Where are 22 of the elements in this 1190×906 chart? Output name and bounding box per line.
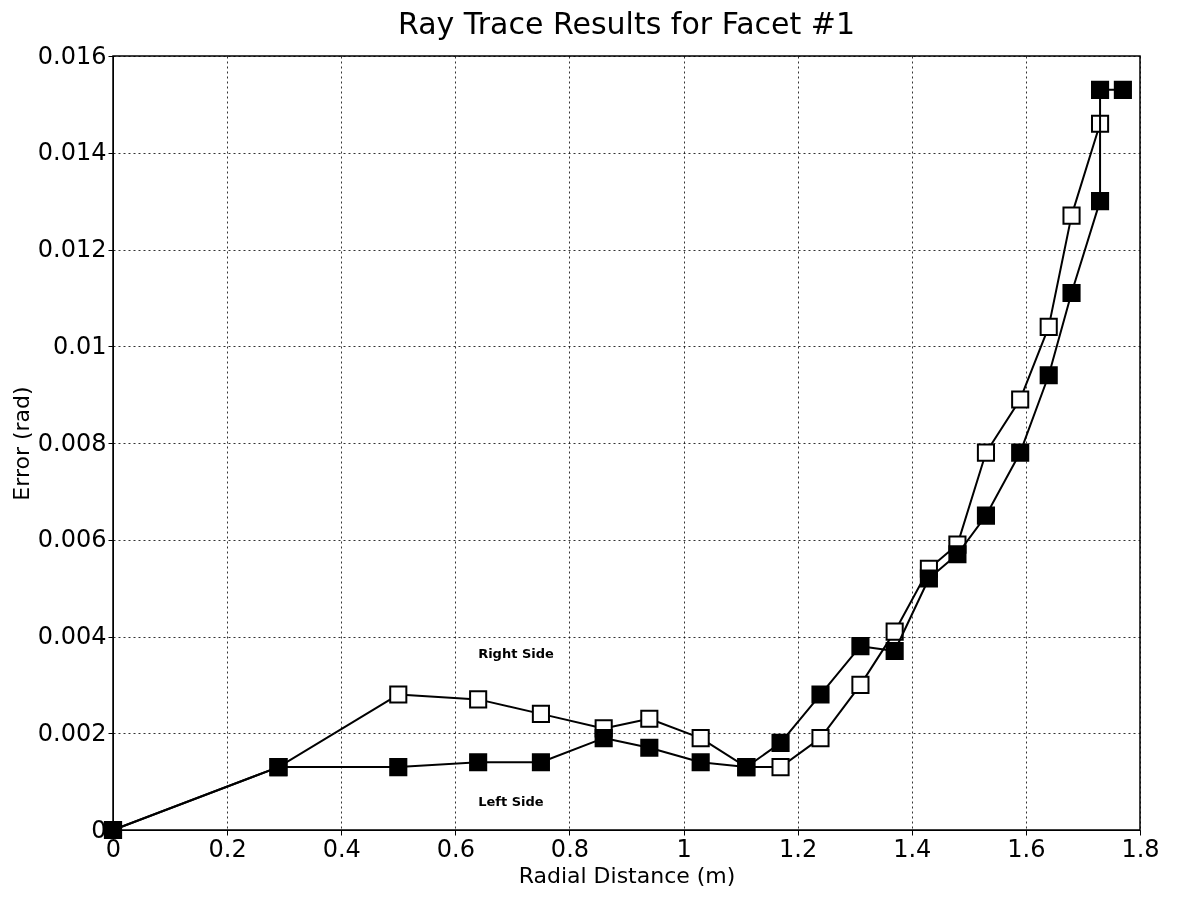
chart-title: Ray Trace Results for Facet #1 [398,6,855,41]
x-tick-label: 1.2 [779,834,818,863]
x-tick-label: 1.6 [1007,834,1046,863]
y-tick-label: 0.008 [37,428,107,457]
x-tick-label: 1.8 [1121,834,1160,863]
y-tick-label: 0.016 [37,41,107,70]
x-tick-label: 0.6 [436,834,475,863]
x-tick-label: 1.4 [893,834,932,863]
x-tick-label: 1 [676,834,692,863]
y-axis-title: Error (rad) [8,386,34,501]
x-tick-label: 0.4 [322,834,361,863]
y-tick-label: 0.014 [37,138,107,167]
y-tick-label: 0.006 [37,525,107,554]
y-tick-label: 0.012 [37,235,107,263]
y-tick-label: 0.01 [53,331,107,360]
y-tick-label: 0.002 [37,718,107,747]
text: Right Side [478,646,555,662]
series-label: Left Side [478,794,544,810]
x-axis-title: Radial Distance (m) [518,862,736,888]
y-tick-label: 0.004 [37,622,107,650]
x-tick-label: 0.2 [208,834,247,863]
x-tick-label: 0.8 [550,834,590,863]
